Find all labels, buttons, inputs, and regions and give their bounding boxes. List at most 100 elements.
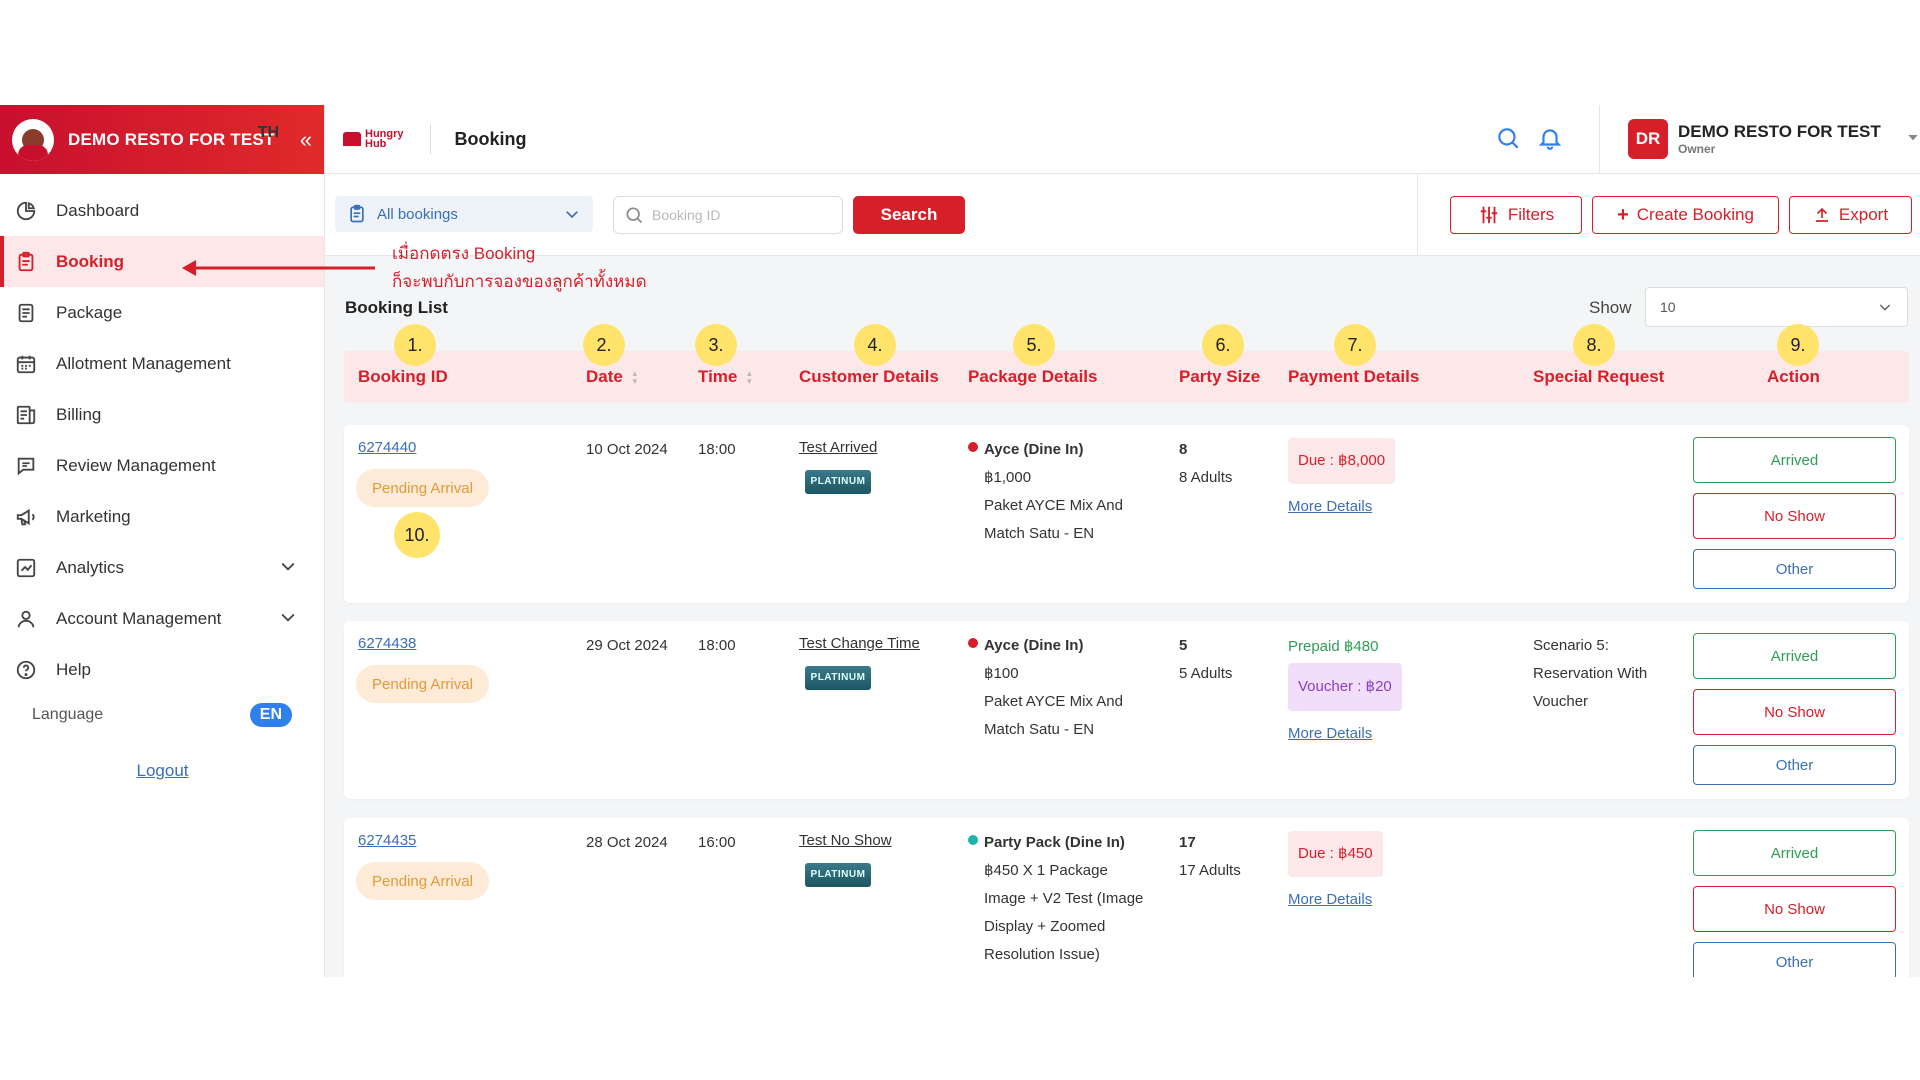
- more-details-link[interactable]: More Details: [1288, 498, 1373, 515]
- package-line: Match Satu - EN: [984, 721, 1095, 738]
- customer-details: Test Arrived PLATINUM: [799, 439, 877, 494]
- sidebar-item-marketing[interactable]: Marketing: [0, 491, 324, 542]
- marker-7: 7.: [1334, 324, 1376, 366]
- payment-details: Due : ฿450 More Details: [1288, 831, 1383, 908]
- search-box: [613, 196, 843, 234]
- other-button[interactable]: Other: [1693, 549, 1896, 589]
- chevron-down-icon[interactable]: [278, 607, 298, 632]
- dashboard-icon: [14, 199, 38, 223]
- chevron-down-icon[interactable]: [1905, 129, 1920, 150]
- package-line: Display + Zoomed: [984, 918, 1106, 935]
- upload-icon: [1815, 207, 1828, 222]
- page-size-value: 10: [1660, 299, 1676, 315]
- column-label: Package Details: [968, 367, 1098, 386]
- arrived-button[interactable]: Arrived: [1693, 830, 1896, 876]
- chevron-down-icon[interactable]: [278, 556, 298, 581]
- column-booking-id[interactable]: Booking ID: [358, 367, 448, 387]
- booking-time: 16:00: [698, 834, 736, 851]
- help-icon: [14, 658, 38, 682]
- lang-en-option[interactable]: EN: [249, 703, 292, 727]
- language-label: Language: [32, 706, 104, 723]
- sort-icon[interactable]: ▲ ▼: [630, 368, 639, 386]
- payment-prepaid: Prepaid ฿480: [1288, 638, 1379, 655]
- booking-id-input[interactable]: [652, 207, 832, 223]
- no-show-button[interactable]: No Show: [1693, 886, 1896, 932]
- sidebar-item-help[interactable]: Help: [0, 644, 324, 695]
- bell-icon[interactable]: [1537, 125, 1563, 151]
- sidebar-item-account-management[interactable]: Account Management: [0, 593, 324, 644]
- column-date[interactable]: Date ▲ ▼: [586, 367, 639, 387]
- user-menu[interactable]: DR DEMO RESTO FOR TEST Owner: [1628, 119, 1920, 159]
- package-line: Match Satu - EN: [984, 525, 1095, 542]
- collapse-sidebar-icon[interactable]: «: [299, 126, 312, 152]
- other-button[interactable]: Other: [1693, 745, 1896, 785]
- package-status-dot: [968, 442, 978, 452]
- page-size-select[interactable]: 10: [1645, 287, 1908, 327]
- booking-toolbar: All bookings Search Filters + Create Boo…: [325, 174, 1920, 256]
- package-details: Ayce (Dine In) ฿1,000 Paket AYCE Mix And…: [968, 436, 1123, 548]
- arrived-button[interactable]: Arrived: [1693, 633, 1896, 679]
- sidebar-item-analytics[interactable]: Analytics: [0, 542, 324, 593]
- app-window: DEMO RESTO FOR TEST « Dashboard Booking …: [0, 105, 1920, 977]
- sliders-icon: [1480, 206, 1498, 224]
- arrived-button[interactable]: Arrived: [1693, 437, 1896, 483]
- customer-name-link[interactable]: Test Change Time: [799, 635, 920, 652]
- sidebar-item-label: Review Management: [56, 455, 216, 475]
- user-name: DEMO RESTO FOR TEST: [1678, 122, 1881, 141]
- column-label: Action: [1767, 367, 1820, 386]
- export-button[interactable]: Export: [1789, 196, 1912, 234]
- other-button[interactable]: Other: [1693, 942, 1896, 977]
- user-role: Owner: [1678, 142, 1716, 156]
- create-booking-button[interactable]: + Create Booking: [1592, 196, 1779, 234]
- hungry-hub-logo[interactable]: Hungry Hub: [343, 129, 404, 150]
- filters-button[interactable]: Filters: [1450, 196, 1582, 234]
- sort-icon[interactable]: ▲ ▼: [745, 368, 754, 386]
- logout-link[interactable]: Logout: [136, 761, 189, 780]
- customer-name-link[interactable]: Test Arrived: [799, 439, 878, 456]
- sidebar-item-allotment[interactable]: Allotment Management: [0, 338, 324, 389]
- table-row: 6274440 Pending Arrival 10 Oct 2024 18:0…: [344, 425, 1909, 603]
- package-status-dot: [968, 638, 978, 648]
- lang-th-option[interactable]: TH: [257, 124, 280, 141]
- sidebar-item-review-management[interactable]: Review Management: [0, 440, 324, 491]
- search-button[interactable]: Search: [853, 196, 965, 234]
- sidebar-item-label: Analytics: [56, 557, 125, 577]
- column-label: Time: [698, 367, 738, 386]
- booking-id-link[interactable]: 6274438: [358, 635, 417, 652]
- filter-value: All bookings: [377, 205, 458, 223]
- party-size: 5 5 Adults: [1179, 632, 1232, 688]
- review-icon: [14, 454, 38, 478]
- booking-filter-select[interactable]: All bookings: [335, 196, 593, 232]
- party-size: 17 17 Adults: [1179, 829, 1241, 885]
- payment-due: Due : ฿8,000: [1288, 438, 1396, 484]
- no-show-button[interactable]: No Show: [1693, 689, 1896, 735]
- sidebar-item-label: Dashboard: [56, 200, 140, 220]
- booking-id-link[interactable]: 6274435: [358, 832, 417, 849]
- sidebar: DEMO RESTO FOR TEST « Dashboard Booking …: [0, 105, 325, 977]
- tier-badge: PLATINUM: [805, 666, 871, 690]
- sidebar-item-booking[interactable]: Booking: [0, 236, 324, 287]
- booking-time: 18:00: [698, 441, 736, 458]
- sidebar-item-dashboard[interactable]: Dashboard: [0, 185, 324, 236]
- booking-id-link[interactable]: 6274440: [358, 439, 417, 456]
- package-line: Image + V2 Test (Image: [984, 890, 1144, 907]
- more-details-link[interactable]: More Details: [1288, 891, 1373, 908]
- logo-text: Hungry Hub: [365, 129, 404, 150]
- annotation-text: เมื่อกดตรง Booking ก็จะพบกับการจองของลูก…: [392, 240, 647, 296]
- status-badge: Pending Arrival: [356, 665, 489, 703]
- sidebar-item-billing[interactable]: Billing: [0, 389, 324, 440]
- annotation-line-1: เมื่อกดตรง Booking: [392, 244, 536, 263]
- no-show-button[interactable]: No Show: [1693, 493, 1896, 539]
- column-special-request: Special Request: [1533, 367, 1664, 387]
- annotation-line-2: ก็จะพบกับการจองของลูกค้าทั้งหมด: [392, 272, 647, 291]
- customer-name-link[interactable]: Test No Show: [799, 832, 892, 849]
- column-time[interactable]: Time ▲ ▼: [698, 367, 753, 387]
- package-name: Ayce (Dine In): [984, 637, 1084, 654]
- create-booking-label: Create Booking: [1636, 205, 1754, 224]
- search-icon[interactable]: [1495, 125, 1521, 151]
- more-details-link[interactable]: More Details: [1288, 725, 1373, 742]
- tier-badge: PLATINUM: [805, 863, 871, 887]
- booking-date: 10 Oct 2024: [586, 441, 668, 458]
- column-action: Action: [1767, 367, 1820, 387]
- sidebar-item-package[interactable]: Package: [0, 287, 324, 338]
